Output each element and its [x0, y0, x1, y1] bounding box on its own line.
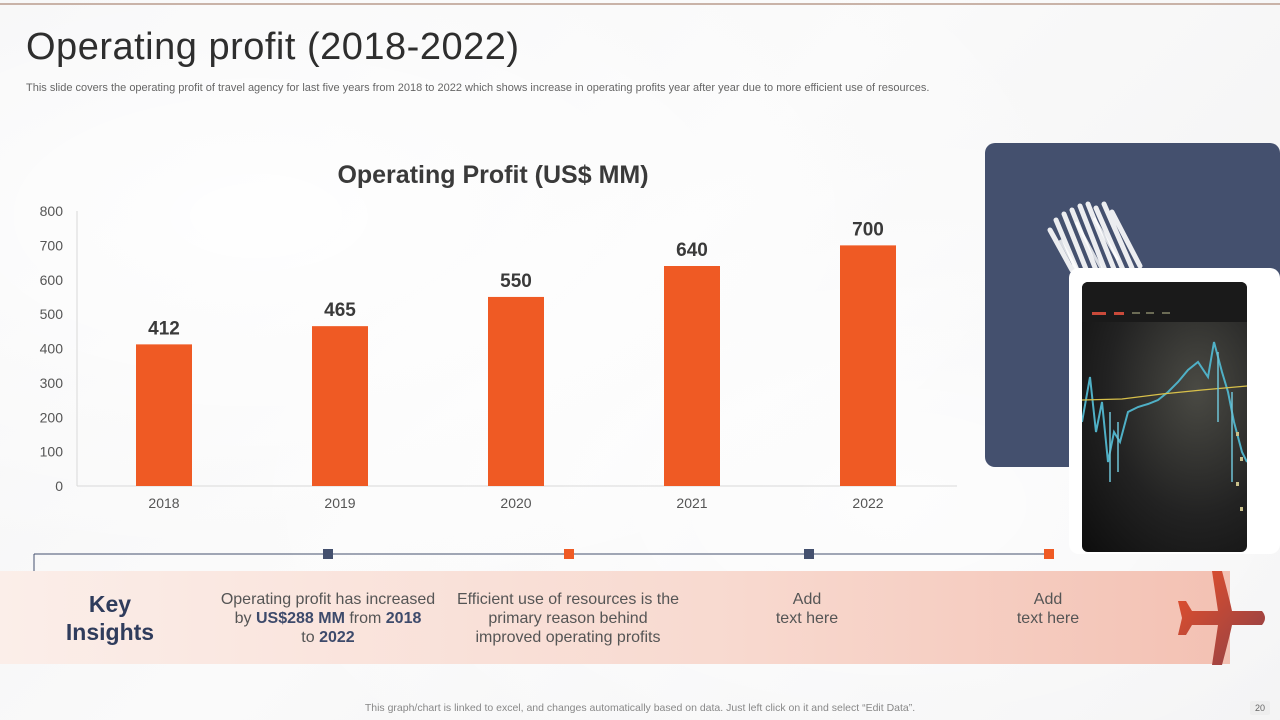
insight-4-line1: Add — [1033, 591, 1063, 608]
insights-band — [0, 571, 1230, 664]
insight-1-year-to: 2022 — [319, 629, 355, 646]
x-tick-label-2022: 2022 — [852, 495, 883, 511]
chart-title: Operating Profit (US$ MM) — [337, 161, 648, 189]
x-tick-label-2018: 2018 — [148, 495, 179, 511]
insight-1-line2: by US$288 MM from 2018 — [213, 609, 443, 628]
y-tick-label: 200 — [40, 409, 64, 425]
y-tick-label: 700 — [40, 237, 64, 253]
insight-3-line1: Add — [792, 591, 822, 608]
bar-2022[interactable] — [840, 245, 896, 486]
insight-item-2[interactable]: Efficient use of resources is the primar… — [453, 590, 683, 647]
key-insights-line1: Key — [88, 591, 132, 617]
insight-1-by: by — [234, 610, 256, 627]
x-tick-label-2021: 2021 — [676, 495, 707, 511]
data-label-2019: 465 — [324, 300, 356, 321]
y-tick-label: 800 — [40, 203, 64, 219]
insight-4-line2: text here — [1016, 610, 1080, 627]
insight-item-4[interactable]: Add text here — [933, 590, 1163, 628]
bar-2020[interactable] — [488, 296, 544, 486]
airplane-icon — [1178, 571, 1265, 665]
insight-1-amount: US$288 MM — [255, 610, 345, 627]
data-label-2020: 550 — [500, 271, 532, 292]
slide-title: Operating profit (2018-2022) — [26, 26, 520, 68]
stock-chart-photo — [1082, 282, 1247, 552]
x-tick-label-2020: 2020 — [500, 495, 531, 511]
insight-1-line1: Operating profit has increased — [220, 591, 436, 608]
page-number: 20 — [1250, 701, 1270, 715]
top-rule — [0, 3, 1280, 5]
timeline-marker-3 — [804, 549, 814, 559]
y-tick-label: 100 — [40, 444, 64, 460]
insight-item-3[interactable]: Add text here — [692, 590, 922, 628]
y-tick-label: 600 — [40, 272, 64, 288]
y-tick-label: 400 — [40, 341, 64, 357]
insight-2-line3: improved operating profits — [475, 629, 661, 646]
data-label-2021: 640 — [676, 240, 708, 261]
insight-2-line1: Efficient use of resources is the — [456, 591, 680, 608]
insight-2-line2: primary reason behind — [488, 610, 648, 627]
data-label-2018: 412 — [148, 318, 180, 339]
timeline-marker-2 — [564, 549, 574, 559]
y-tick-label: 0 — [55, 478, 63, 494]
brush-stroke-icon — [1047, 201, 1143, 287]
insight-1-to: to — [301, 629, 320, 646]
bar-2021[interactable] — [664, 266, 720, 486]
timeline-marker-4 — [1044, 549, 1054, 559]
key-insights-heading: Key Insights — [50, 590, 170, 646]
slide-subtitle: This slide covers the operating profit o… — [26, 82, 930, 94]
insight-1-line3: to 2022 — [213, 628, 443, 647]
key-insights-line2: Insights — [65, 619, 155, 645]
bar-2018[interactable] — [136, 344, 192, 486]
insight-1-from: from — [344, 610, 386, 627]
insight-item-1[interactable]: Operating profit has increased by US$288… — [213, 590, 443, 647]
stock-graph-icon — [1082, 282, 1247, 511]
bar-2019[interactable] — [312, 326, 368, 486]
operating-profit-chart[interactable]: Operating Profit (US$ MM) 0 100 200 300 400 50… — [0, 140, 980, 530]
timeline-marker-1 — [323, 549, 333, 559]
insight-1-year-from: 2018 — [385, 610, 422, 627]
y-tick-label: 300 — [40, 375, 64, 391]
insight-3-line2: text here — [775, 610, 839, 627]
footer-note: This graph/chart is linked to excel, and… — [364, 702, 916, 714]
data-label-2022: 700 — [852, 219, 884, 240]
y-tick-label: 500 — [40, 306, 64, 322]
x-tick-label-2019: 2019 — [324, 495, 355, 511]
